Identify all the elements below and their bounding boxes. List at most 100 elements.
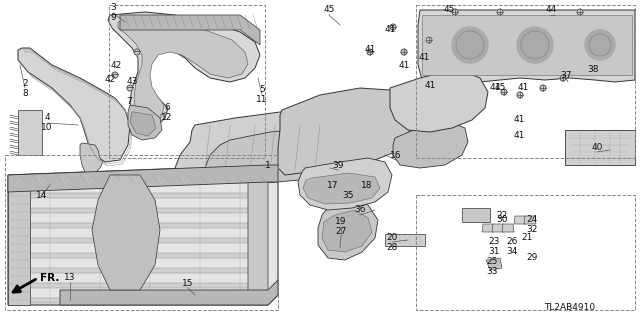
Polygon shape	[175, 108, 350, 175]
Text: 9: 9	[110, 13, 116, 22]
Circle shape	[112, 72, 118, 78]
Text: 6: 6	[164, 102, 170, 111]
Text: 41: 41	[490, 84, 500, 92]
Text: 41: 41	[398, 60, 410, 69]
Text: 13: 13	[64, 274, 76, 283]
Text: 12: 12	[161, 113, 173, 122]
Polygon shape	[10, 178, 265, 183]
Bar	[5, 155, 278, 310]
Polygon shape	[10, 283, 265, 288]
Polygon shape	[205, 128, 358, 183]
Polygon shape	[8, 165, 278, 305]
Text: 5: 5	[259, 85, 265, 94]
Text: TL2AB4910: TL2AB4910	[545, 302, 596, 311]
Circle shape	[401, 49, 407, 55]
Circle shape	[452, 27, 488, 63]
Polygon shape	[120, 15, 260, 45]
Polygon shape	[108, 12, 260, 128]
Polygon shape	[248, 168, 268, 305]
Text: 39: 39	[332, 161, 344, 170]
Polygon shape	[60, 280, 278, 305]
Text: 14: 14	[36, 190, 48, 199]
Polygon shape	[390, 72, 488, 132]
Polygon shape	[118, 18, 248, 124]
Text: 15: 15	[182, 279, 194, 289]
Text: 10: 10	[41, 124, 52, 132]
Text: 8: 8	[22, 89, 28, 98]
Polygon shape	[10, 208, 265, 213]
Polygon shape	[322, 210, 372, 252]
Text: 11: 11	[256, 95, 268, 105]
Text: 4: 4	[44, 114, 50, 123]
Text: 38: 38	[588, 66, 599, 75]
Circle shape	[560, 75, 566, 81]
Text: 33: 33	[486, 267, 498, 276]
Polygon shape	[10, 223, 265, 228]
Polygon shape	[8, 165, 278, 192]
Text: 41: 41	[384, 26, 396, 35]
Circle shape	[134, 49, 140, 55]
Text: 27: 27	[335, 228, 347, 236]
Polygon shape	[486, 258, 502, 270]
Polygon shape	[10, 253, 265, 258]
Polygon shape	[524, 216, 536, 224]
Text: 28: 28	[387, 243, 397, 252]
Text: 41: 41	[424, 81, 436, 90]
Text: 42: 42	[110, 60, 122, 69]
Text: 41: 41	[419, 53, 429, 62]
Polygon shape	[130, 112, 156, 136]
Circle shape	[577, 9, 583, 15]
Polygon shape	[565, 130, 635, 165]
Polygon shape	[18, 48, 130, 162]
Polygon shape	[514, 216, 526, 224]
Text: 3: 3	[110, 4, 116, 12]
Text: 18: 18	[361, 180, 372, 189]
Text: 42: 42	[104, 76, 116, 84]
Bar	[109, 5, 265, 158]
Circle shape	[540, 85, 546, 91]
Text: 43: 43	[126, 77, 138, 86]
Bar	[416, 195, 635, 310]
Polygon shape	[10, 238, 265, 243]
Polygon shape	[10, 298, 265, 303]
Polygon shape	[418, 10, 635, 82]
Circle shape	[390, 24, 396, 30]
Polygon shape	[128, 105, 162, 140]
Polygon shape	[393, 122, 468, 168]
Polygon shape	[482, 224, 494, 232]
Polygon shape	[298, 158, 392, 210]
Text: FR.: FR.	[40, 273, 60, 283]
Polygon shape	[422, 15, 632, 75]
Polygon shape	[92, 175, 160, 290]
Text: 41: 41	[513, 131, 525, 140]
Text: 24: 24	[526, 215, 538, 225]
Circle shape	[585, 30, 615, 60]
Text: 7: 7	[126, 98, 132, 107]
Text: 45: 45	[444, 5, 454, 14]
Text: 2: 2	[22, 78, 28, 87]
Text: 16: 16	[390, 150, 402, 159]
Text: 21: 21	[522, 234, 532, 243]
Text: 20: 20	[387, 233, 397, 242]
Text: 29: 29	[526, 253, 538, 262]
Circle shape	[497, 9, 503, 15]
Polygon shape	[318, 200, 378, 260]
Circle shape	[501, 89, 507, 95]
Text: 23: 23	[488, 237, 500, 246]
Circle shape	[127, 85, 133, 91]
Text: 41: 41	[517, 84, 529, 92]
Text: 44: 44	[545, 5, 557, 14]
Text: 35: 35	[342, 190, 354, 199]
Text: 22: 22	[497, 211, 508, 220]
Text: 26: 26	[506, 237, 518, 246]
Circle shape	[426, 37, 432, 43]
Text: 25: 25	[486, 257, 498, 266]
Polygon shape	[502, 224, 514, 232]
Text: 30: 30	[496, 215, 508, 225]
Polygon shape	[462, 208, 490, 222]
Polygon shape	[10, 268, 265, 273]
Circle shape	[452, 9, 458, 15]
Text: 40: 40	[591, 143, 603, 153]
Text: 41: 41	[364, 45, 376, 54]
Bar	[416, 5, 635, 158]
